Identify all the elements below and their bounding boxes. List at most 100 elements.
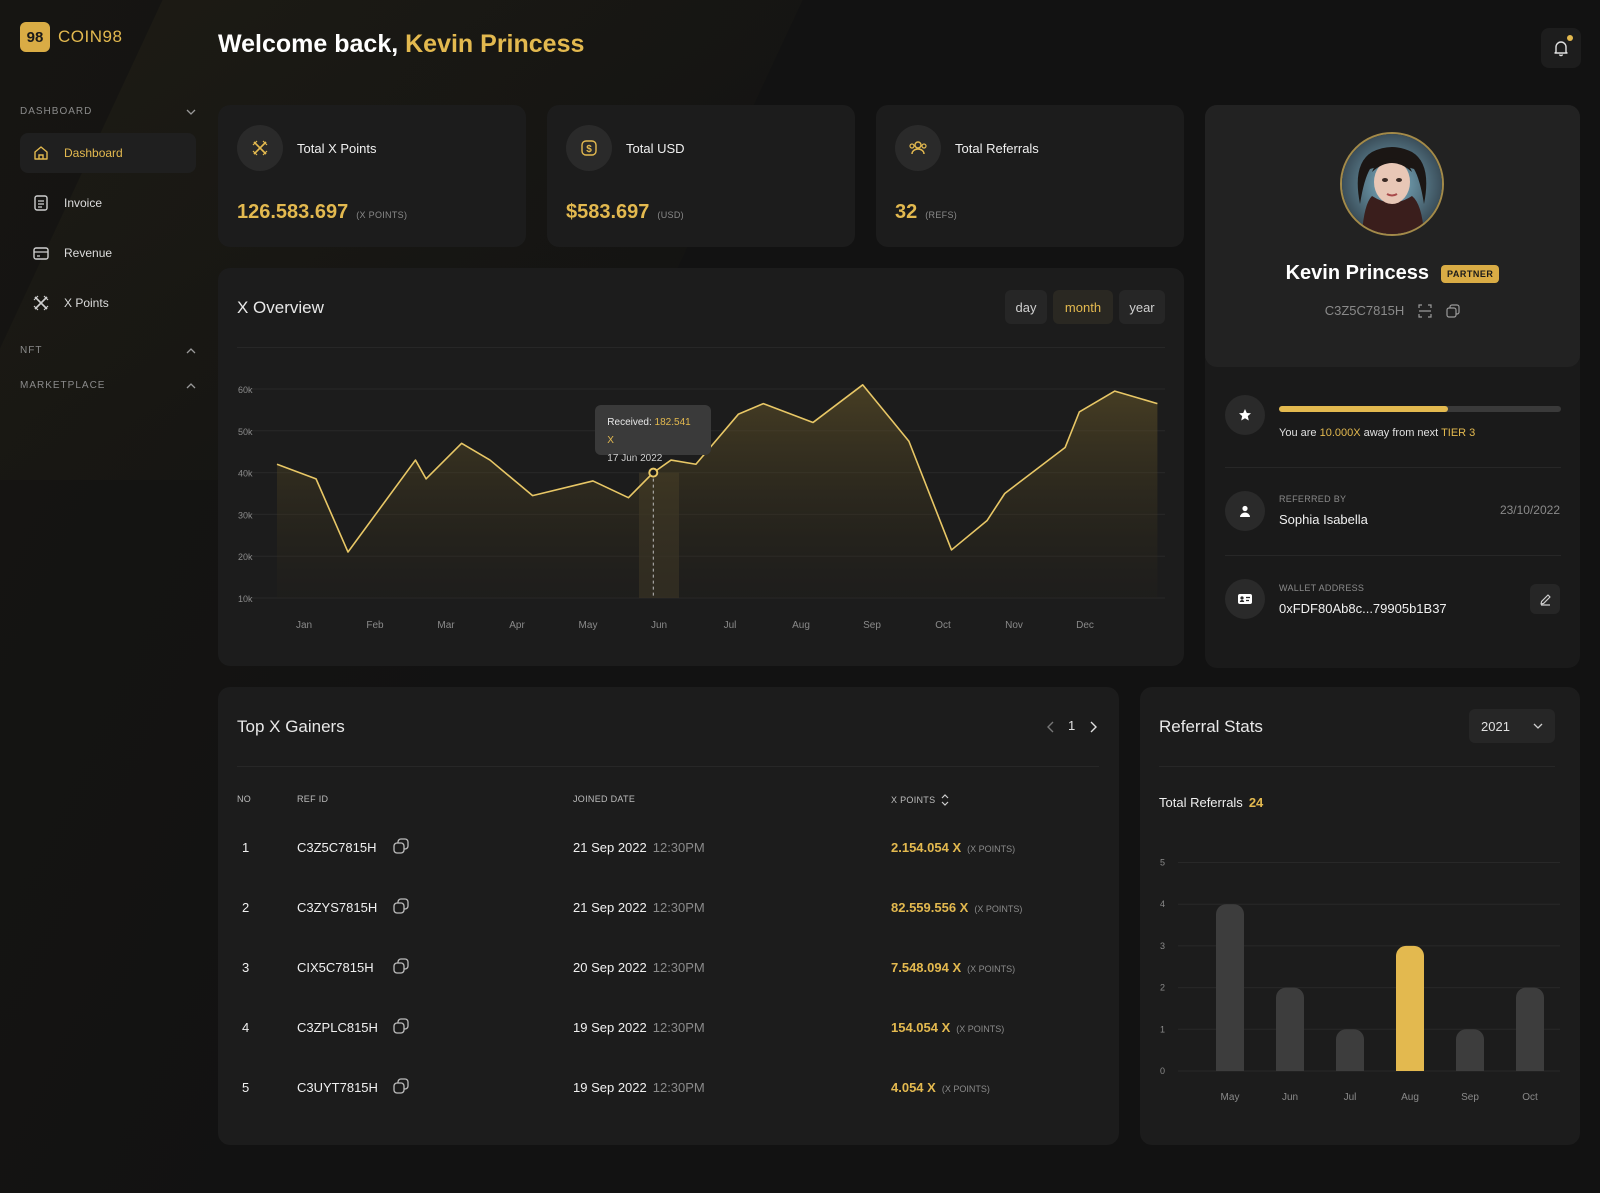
overview-card: X Overview day month year 10k 20k 30k 40k 50… — [218, 268, 1184, 666]
notification-dot — [1567, 35, 1573, 41]
edit-icon — [1539, 593, 1551, 606]
row-points-unit: (X POINTS) — [967, 964, 1016, 974]
row-time: 12:30PM — [652, 1020, 705, 1035]
avatar-portrait-icon — [1342, 134, 1442, 234]
y-tick-label: 40k — [238, 469, 253, 479]
row-points: 154.054 X (X POINTS) — [891, 1020, 1004, 1035]
row-date: 21 Sep 2022 — [573, 900, 647, 915]
row-date: 19 Sep 2022 — [573, 1020, 647, 1035]
star-badge — [1225, 395, 1265, 435]
copy-icon[interactable] — [392, 957, 410, 975]
sidebar-item-revenue[interactable]: Revenue — [20, 233, 196, 273]
notification-button[interactable] — [1541, 28, 1581, 68]
stat-title: Total USD — [626, 141, 685, 156]
area-fill — [277, 384, 1158, 598]
sidebar: 98 COIN98 DASHBOARD Dashboard Invoice Re… — [0, 0, 200, 1193]
y-tick-label: 2 — [1160, 983, 1165, 993]
highlight-point — [648, 467, 659, 478]
tier-next: TIER 3 — [1441, 427, 1476, 439]
sidebar-item-xpoints[interactable]: X Points — [20, 283, 196, 323]
copy-icon[interactable] — [392, 837, 410, 855]
copy-icon[interactable] — [1446, 303, 1460, 318]
copy-icon[interactable] — [392, 1077, 410, 1095]
section-nft[interactable]: NFT — [20, 345, 196, 356]
section-label: NFT — [20, 345, 43, 356]
row-points-value: 2.154.054 X — [891, 840, 962, 855]
row-time: 12:30PM — [652, 1080, 705, 1095]
y-tick-label: 60k — [238, 385, 253, 395]
stat-icon: $ — [566, 125, 612, 171]
stat-card-referrals: Total Referrals 32 (REFS) — [876, 105, 1184, 247]
bar — [1396, 945, 1424, 1071]
stat-value-row: $583.697 (USD) — [566, 201, 684, 224]
stat-icon — [895, 125, 941, 171]
avatar[interactable] — [1340, 132, 1444, 236]
users-icon — [909, 141, 927, 155]
row-time: 12:30PM — [652, 840, 705, 855]
row-points-unit: (X POINTS) — [974, 904, 1023, 914]
stat-card-xpoints: Total X Points 126.583.697 (X POINTS) — [218, 105, 526, 247]
sort-icon — [941, 794, 949, 806]
row-points-unit: (X POINTS) — [956, 1024, 1005, 1034]
profile-card: Kevin Princess PARTNER C3Z5C7815H You ar… — [1205, 105, 1580, 668]
section-marketplace[interactable]: MARKETPLACE — [20, 380, 196, 391]
stat-title: Total Referrals — [955, 141, 1039, 156]
overview-chart: 10k 20k 30k 40k 50k 60k Jan Feb Mar Apr May Jun Jul A… — [238, 384, 1165, 631]
section-dashboard[interactable]: DASHBOARD — [20, 106, 196, 117]
row-no: 3 — [242, 960, 250, 975]
bar-base — [1396, 1061, 1424, 1071]
bar-base — [1216, 1061, 1244, 1071]
prev-page-icon[interactable] — [1046, 720, 1056, 734]
welcome-user-name: Kevin Princess — [405, 30, 585, 58]
edit-wallet-button[interactable] — [1530, 584, 1560, 614]
x-tick-label: Dec — [1076, 620, 1094, 631]
x-tick-label: Oct — [1522, 1092, 1538, 1103]
gainers-card: Top X Gainers 1 NO REF ID JOINED DATE X … — [218, 687, 1119, 1145]
stat-card-usd: $ Total USD $583.697 (USD) — [547, 105, 855, 247]
x-tick-label: Jun — [1282, 1092, 1298, 1103]
copy-icon[interactable] — [392, 1017, 410, 1035]
row-no: 1 — [242, 840, 250, 855]
col-x-points[interactable]: X POINTS — [891, 794, 949, 806]
bar — [1216, 904, 1244, 1071]
scan-icon[interactable] — [1418, 303, 1432, 318]
table-row[interactable]: 5 C3UYT7815H 19 Sep 2022 12:30PM 4.054 X (X P… — [218, 1057, 1118, 1117]
table-row[interactable]: 3 CIX5C7815H 20 Sep 2022 12:30PM 7.548.094 X… — [218, 937, 1118, 997]
y-tick-label: 4 — [1160, 899, 1165, 909]
range-year-button[interactable]: year — [1119, 290, 1165, 324]
row-points-unit: (X POINTS) — [967, 844, 1016, 854]
sidebar-item-dashboard[interactable]: Dashboard — [20, 133, 196, 173]
referred-date: 23/10/2022 — [1499, 503, 1560, 517]
copy-icon[interactable] — [392, 897, 410, 915]
id-card-icon — [1238, 594, 1252, 604]
x-tick-label: Mar — [437, 620, 455, 631]
bell-icon — [1554, 41, 1568, 57]
stat-unit: (REFS) — [925, 210, 958, 220]
stat-value: 32 — [895, 201, 918, 223]
row-points-value: 4.054 X — [891, 1080, 936, 1095]
partner-badge: PARTNER — [1441, 264, 1500, 283]
sidebar-item-label: X Points — [64, 296, 109, 310]
range-day-button[interactable]: day — [1005, 290, 1047, 324]
profile-id-row: C3Z5C7815H — [1205, 303, 1580, 318]
table-row[interactable]: 4 C3ZPLC815H 19 Sep 2022 12:30PM 154.054 X (X… — [218, 997, 1118, 1057]
row-joined: 21 Sep 2022 12:30PM — [573, 840, 705, 855]
table-row[interactable]: 2 C3ZYS7815H 21 Sep 2022 12:30PM 82.559.556 … — [218, 877, 1118, 937]
chevron-up-icon — [186, 347, 196, 353]
row-ref-id: C3UYT7815H — [297, 1080, 378, 1095]
row-points-value: 82.559.556 X — [891, 900, 969, 915]
stat-unit: (USD) — [657, 210, 684, 220]
row-date: 20 Sep 2022 — [573, 960, 647, 975]
table-row[interactable]: 1 C3Z5C7815H 21 Sep 2022 12:30PM 2.154.054 X… — [218, 817, 1118, 877]
logo[interactable]: 98 COIN98 — [20, 22, 122, 52]
next-page-icon[interactable] — [1088, 720, 1098, 734]
tooltip-row: Received: 182.541 X — [607, 414, 699, 450]
range-month-button[interactable]: month — [1053, 290, 1113, 324]
x-tick-label: Feb — [366, 620, 384, 631]
row-points: 7.548.094 X (X POINTS) — [891, 960, 1015, 975]
sidebar-item-invoice[interactable]: Invoice — [20, 183, 196, 223]
x-tick-label: Apr — [509, 620, 525, 631]
year-select[interactable]: 2021 — [1469, 709, 1555, 743]
row-no: 2 — [242, 900, 250, 915]
user-icon — [1240, 505, 1250, 517]
